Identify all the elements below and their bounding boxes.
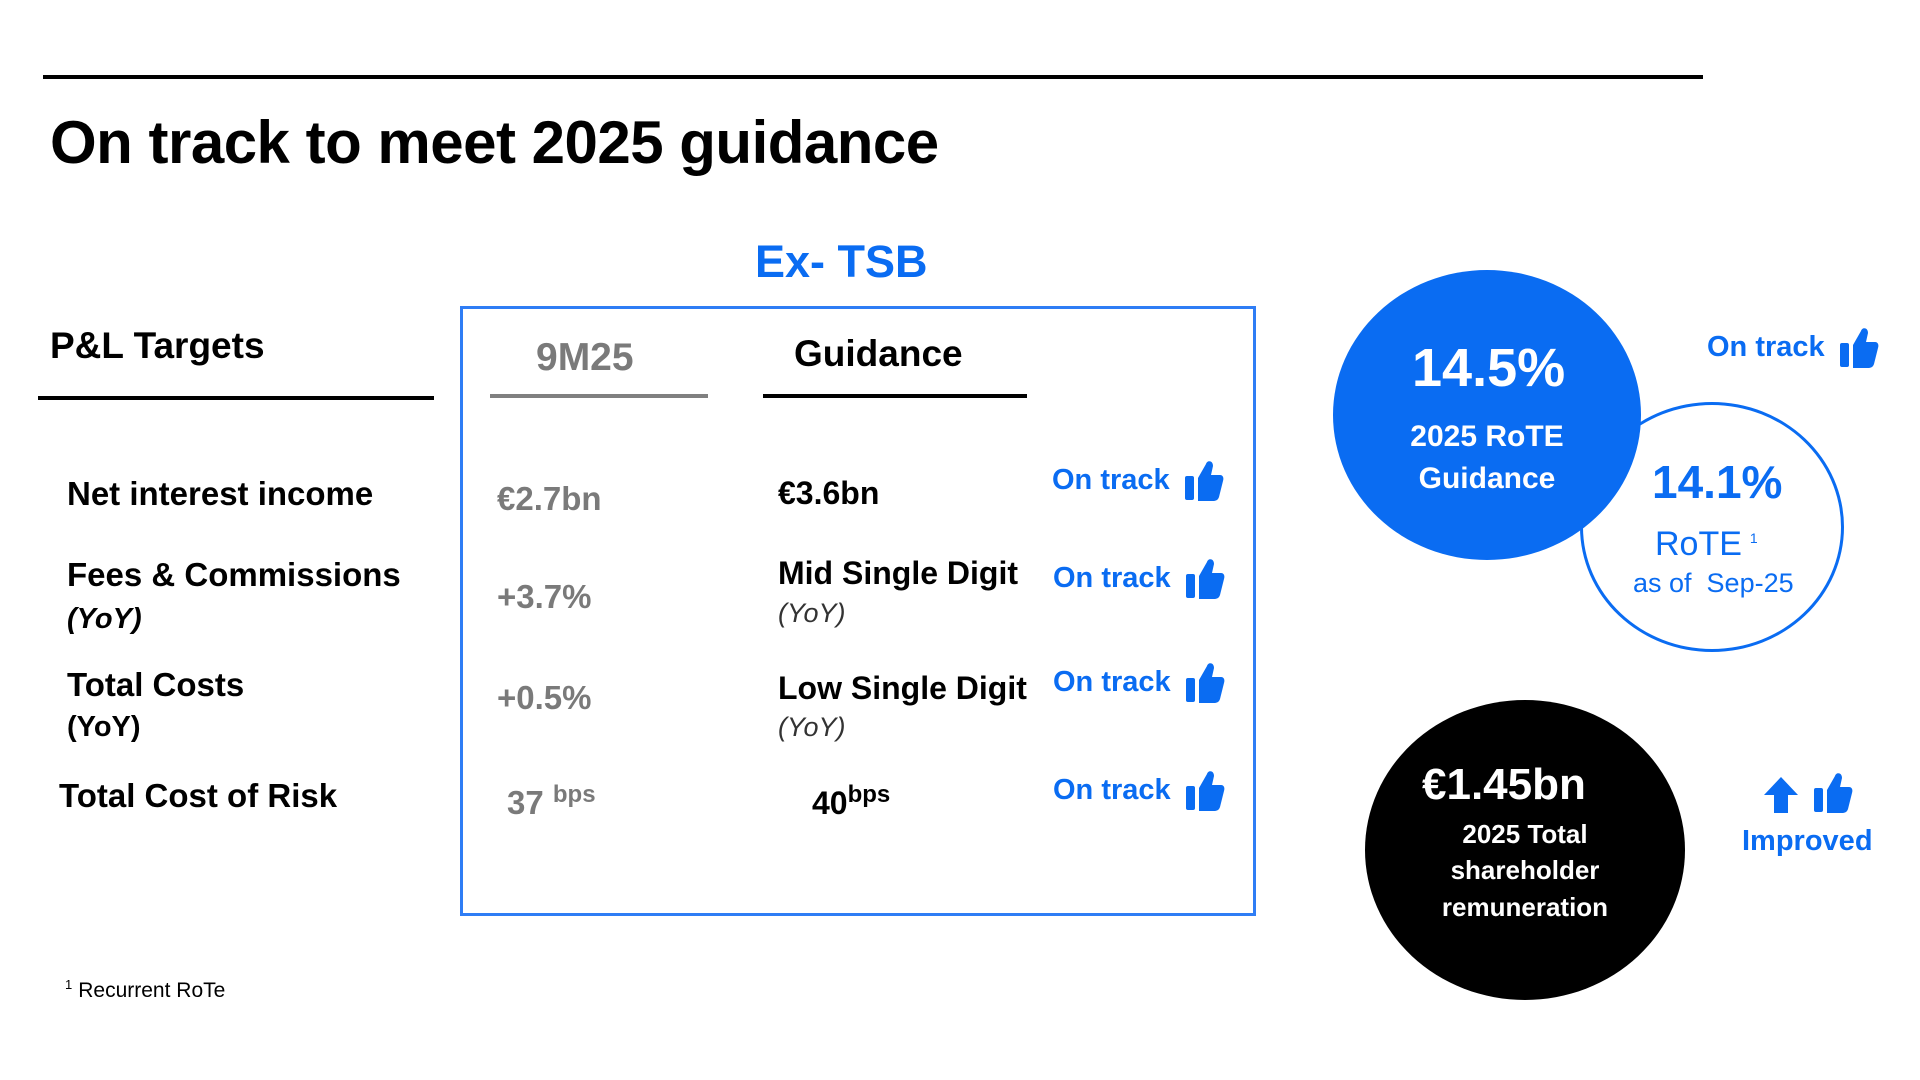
thumbs-up-icon xyxy=(1839,328,1879,368)
status-label: On track xyxy=(1053,561,1171,594)
remuneration-status: Improved xyxy=(1742,825,1873,857)
remuneration-line1: 2025 Total xyxy=(1462,819,1588,849)
row-label-net-interest-income: Net interest income xyxy=(67,475,374,512)
column-header-9m25: 9M25 xyxy=(536,336,634,379)
rote-guidance-circle xyxy=(1333,270,1641,560)
guidance-value: 40 xyxy=(812,785,848,821)
row-actual-fees-commissions: +3.7% xyxy=(497,578,592,615)
rote-actual-label: RoTE xyxy=(1655,525,1742,563)
row-guidance-sub-total-costs: (YoY) xyxy=(778,712,846,742)
rote-actual-value: 14.1% xyxy=(1652,456,1783,508)
section-label: Ex- TSB xyxy=(755,236,928,287)
remuneration-line3: remuneration xyxy=(1441,891,1609,922)
row-label-total-costs: Total Costs xyxy=(67,666,245,703)
column-header-guidance: Guidance xyxy=(794,333,963,374)
ex-tsb-box xyxy=(460,306,1256,916)
rote-guidance-line2: Guidance xyxy=(1418,462,1556,495)
pl-targets-rule xyxy=(38,396,434,400)
row-guidance-total-cost-of-risk: 40bps xyxy=(812,781,890,822)
remuneration-circle xyxy=(1365,700,1685,1000)
row-label-fees-commissions: Fees & Commissions xyxy=(67,556,401,593)
rote-guidance-line1: 2025 RoTE xyxy=(1410,420,1564,453)
remuneration-caption: 2025 Total shareholder remuneration xyxy=(1395,816,1655,925)
row-sublabel-fees-commissions: (YoY) xyxy=(67,603,142,635)
column-guidance-rule xyxy=(763,394,1027,398)
improved-icons xyxy=(1763,770,1853,814)
row-status-total-cost-of-risk: On track xyxy=(1053,768,1225,812)
row-actual-net-interest-income: €2.7bn xyxy=(497,480,602,517)
thumbs-up-icon xyxy=(1185,663,1225,703)
status-label: On track xyxy=(1053,773,1171,806)
rote-actual-label-wrap: RoTE 1 xyxy=(1655,525,1758,564)
status-label: On track xyxy=(1053,665,1171,698)
footnote: 1 Recurrent RoTe xyxy=(65,977,225,1003)
row-label-total-cost-of-risk: Total Cost of Risk xyxy=(59,777,338,814)
row-actual-total-costs: +0.5% xyxy=(497,679,592,716)
row-guidance-fees-commissions: Mid Single Digit xyxy=(778,555,1018,591)
column-9m25-rule xyxy=(490,394,708,398)
pl-targets-header: P&L Targets xyxy=(50,325,265,366)
rote-guidance-status: On track xyxy=(1707,325,1879,369)
status-label: On track xyxy=(1707,330,1825,363)
footnote-text: Recurrent RoTe xyxy=(78,979,226,1002)
status-label: On track xyxy=(1052,463,1170,496)
remuneration-value: €1.45bn xyxy=(1422,760,1586,809)
page-title: On track to meet 2025 guidance xyxy=(50,109,939,176)
actual-value: 37 xyxy=(507,784,544,821)
row-sublabel-total-costs: (YoY) xyxy=(67,711,141,743)
row-guidance-total-costs: Low Single Digit xyxy=(778,670,1027,706)
rote-guidance-caption: 2025 RoTE Guidance xyxy=(1333,416,1641,500)
row-guidance-sub-fees-commissions: (YoY) xyxy=(778,598,846,628)
footnote-ref: 1 xyxy=(65,977,73,992)
thumbs-up-icon xyxy=(1185,559,1225,599)
remuneration-line2: shareholder xyxy=(1450,855,1600,886)
row-actual-total-cost-of-risk: 37 bps xyxy=(507,781,596,822)
row-status-fees-commissions: On track xyxy=(1053,556,1225,600)
rote-actual-date: as of Sep-25 xyxy=(1633,568,1794,598)
thumbs-up-icon xyxy=(1185,771,1225,811)
actual-unit: bps xyxy=(552,781,596,808)
guidance-unit: bps xyxy=(847,781,891,808)
row-status-net-interest-income: On track xyxy=(1052,458,1224,502)
row-status-total-costs: On track xyxy=(1053,660,1225,704)
rote-guidance-value: 14.5% xyxy=(1412,338,1566,398)
row-guidance-net-interest-income: €3.6bn xyxy=(778,475,880,511)
top-rule xyxy=(43,75,1703,79)
up-arrow-icon xyxy=(1764,777,1798,813)
thumbs-up-icon xyxy=(1814,773,1853,813)
thumbs-up-icon xyxy=(1184,461,1224,501)
rote-footnote-ref: 1 xyxy=(1749,529,1758,546)
